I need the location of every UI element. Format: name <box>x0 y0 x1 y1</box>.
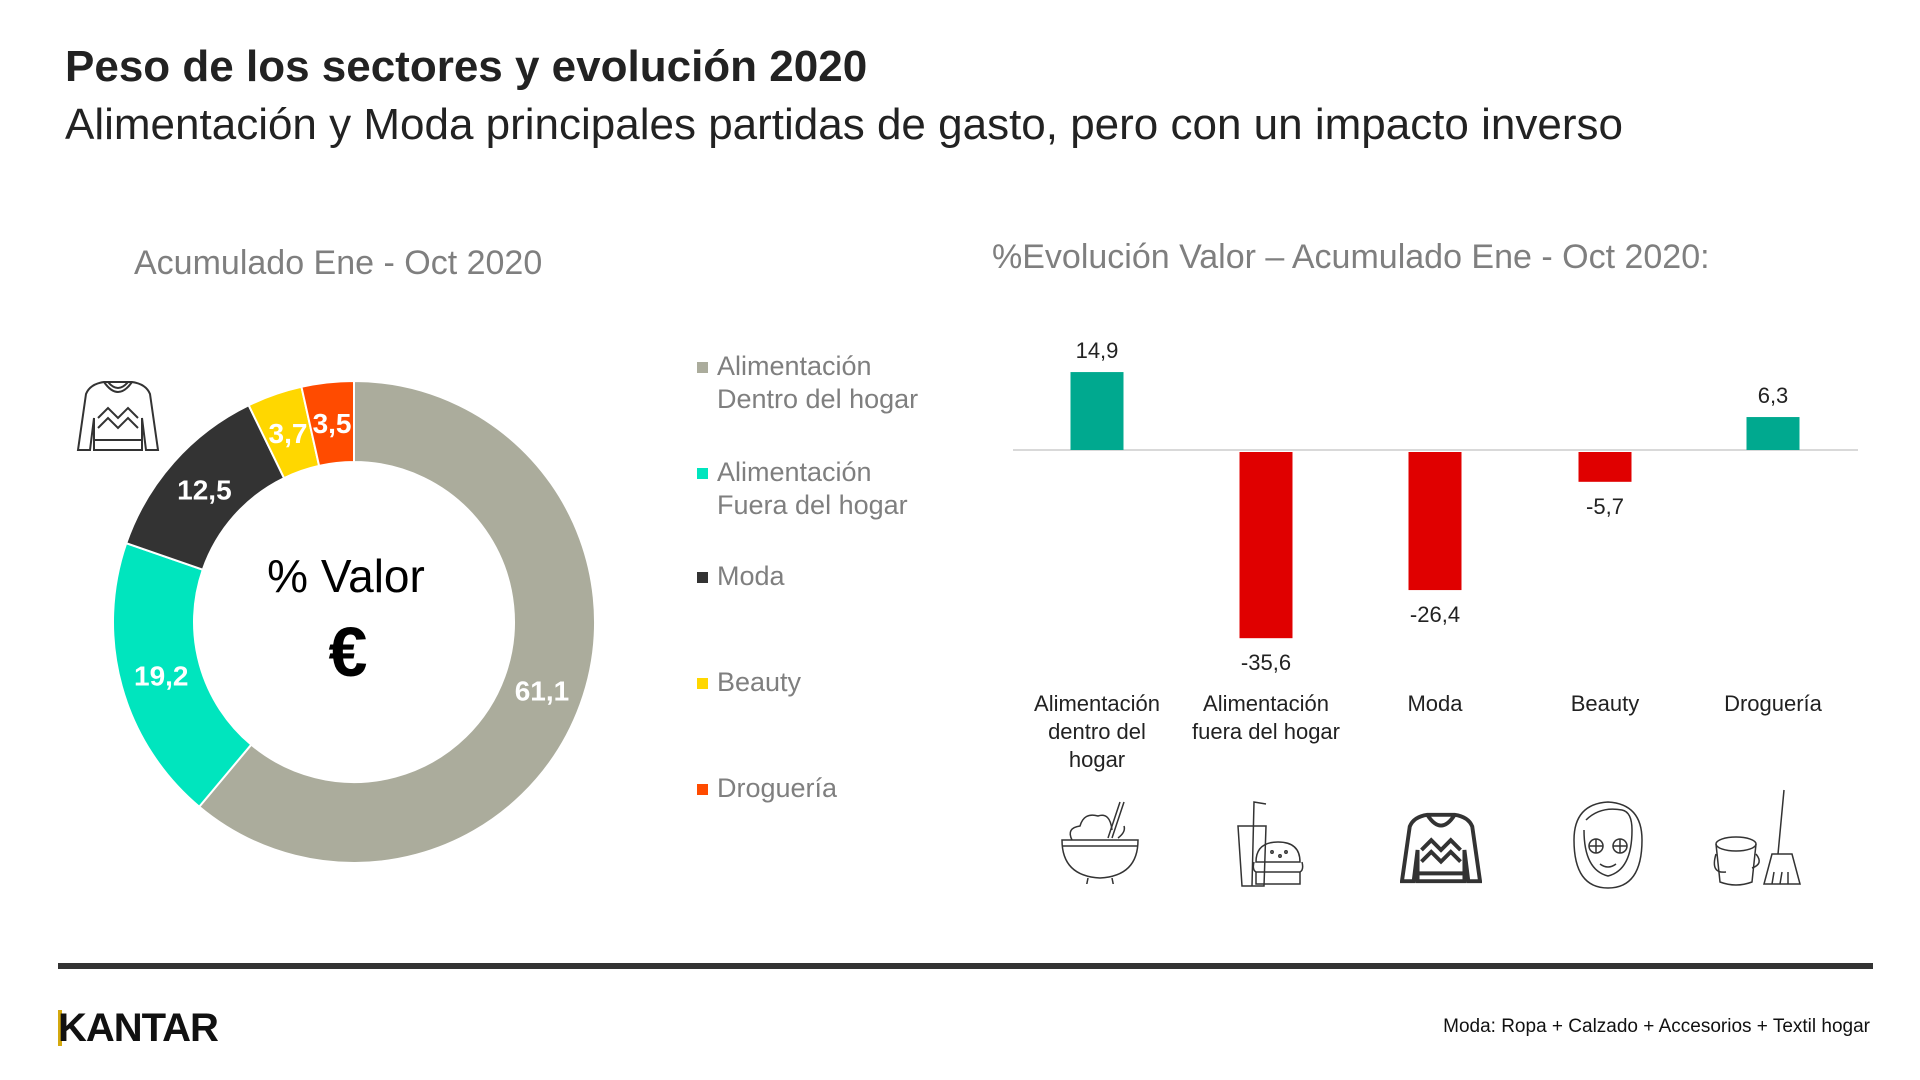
category-label: Alimentación dentro del hogar <box>1034 691 1160 772</box>
bar-3 <box>1408 452 1462 591</box>
legend-label: Moda <box>717 561 785 591</box>
legend-marker <box>697 784 708 795</box>
bar-data-label: -26,4 <box>1410 602 1460 627</box>
category-label: Beauty <box>1570 691 1640 716</box>
page-subtitle: Alimentación y Moda principales partidas… <box>65 100 1623 149</box>
footnote: Moda: Ropa + Calzado + Accesorios + Text… <box>1443 1016 1870 1037</box>
kantar-logo: KANTAR <box>58 1006 219 1050</box>
bar-data-label: 14,9 <box>1076 338 1119 363</box>
kantar-logo-accent <box>58 1010 62 1046</box>
bucket-broom-icon <box>1713 789 1801 886</box>
legend-label: Alimentación Fuera del hogar <box>717 457 908 520</box>
page-title: Peso de los sectores y evolución 2020 <box>65 42 868 91</box>
donut-data-label: 12,5 <box>177 474 232 505</box>
sweater-icon <box>1400 812 1482 884</box>
donut-data-label: 19,2 <box>134 660 189 691</box>
face-mask-icon <box>1573 801 1643 889</box>
bar-chart: 14,9 -35,6 -26,4 -5,7 6,3 <box>1013 338 1858 675</box>
category-label: Droguería <box>1724 691 1822 716</box>
legend-label: Beauty <box>717 667 802 697</box>
sweater-icon <box>76 381 160 451</box>
legend-label: Alimentación Dentro del hogar <box>717 351 919 414</box>
euro-symbol: € <box>329 613 368 691</box>
donut-data-label: 61,1 <box>515 675 570 706</box>
donut-center-label: % Valor <box>267 550 425 602</box>
bar-data-label: -5,7 <box>1586 494 1624 519</box>
bar-data-label: -35,6 <box>1241 650 1291 675</box>
legend-label: Droguería <box>717 773 838 803</box>
footer-divider <box>58 963 1873 969</box>
donut-slice-5 <box>300 379 355 468</box>
category-label: Moda <box>1407 691 1463 716</box>
rice-bowl-icon <box>1061 801 1139 884</box>
bar-data-label: 6,3 <box>1758 383 1789 408</box>
legend-marker <box>697 572 708 583</box>
donut-data-label: 3,7 <box>269 418 308 449</box>
bar-5 <box>1746 417 1800 450</box>
donut-chart: 61,1 19,2 12,5 3,7 3,5 % Valor € <box>112 379 596 864</box>
bar-1 <box>1070 372 1124 450</box>
legend-marker <box>697 468 708 479</box>
bar-4 <box>1578 452 1632 482</box>
legend-marker <box>697 678 708 689</box>
donut-slice-1 <box>197 379 596 864</box>
legend-marker <box>697 362 708 373</box>
bar-2 <box>1239 452 1293 639</box>
bar-chart-title: %Evolución Valor – Acumulado Ene - Oct 2… <box>992 238 1710 276</box>
category-label: Alimentación fuera del hogar <box>1192 691 1340 744</box>
drink-burger-icon <box>1237 801 1304 887</box>
donut-data-label: 3,5 <box>313 408 352 439</box>
donut-chart-title: Acumulado Ene - Oct 2020 <box>134 244 543 282</box>
